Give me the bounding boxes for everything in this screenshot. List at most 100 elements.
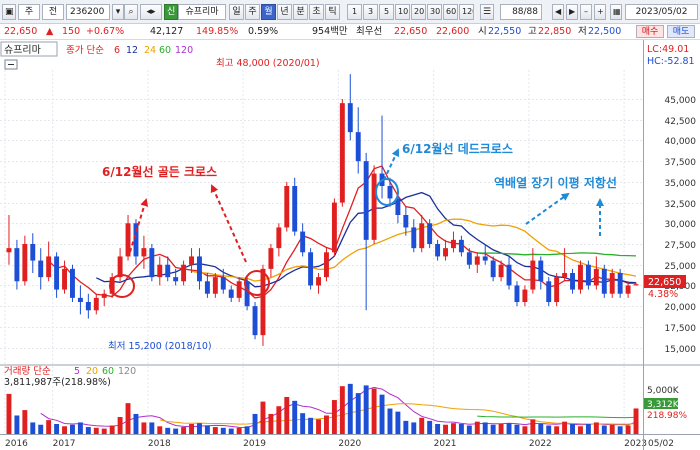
interval-button-60[interactable]: 60 — [443, 4, 458, 20]
interval-button-10[interactable]: 10 — [395, 4, 410, 20]
volume-bar — [435, 423, 441, 434]
candle-body — [228, 289, 234, 298]
price-tick-label: 15,000 — [665, 345, 697, 355]
interval-button-20[interactable]: 20 — [411, 4, 426, 20]
date-tick-label: 2020 — [338, 439, 361, 449]
volume-bar — [244, 426, 250, 434]
candle-body — [62, 268, 67, 290]
candle-body — [403, 215, 409, 228]
volume-bar — [292, 400, 298, 434]
zoom-in-icon[interactable]: + — [594, 4, 606, 20]
sell-button[interactable]: 매도 — [667, 25, 695, 38]
low-annotation: 최저 15,200 (2018/10) — [108, 341, 212, 352]
volume-bar — [101, 428, 107, 434]
volume-bar — [117, 417, 123, 434]
period-button-1[interactable]: 주 — [245, 4, 260, 20]
date-tick-label: 2022 — [529, 439, 552, 449]
candle-body — [157, 264, 163, 278]
volume-bar — [93, 427, 99, 434]
price-tick-label: 42,500 — [665, 117, 697, 127]
price-tick-label: 25,000 — [665, 262, 697, 272]
interval-button-120[interactable]: 120 — [459, 4, 474, 20]
volume-bar — [570, 423, 575, 434]
market-select[interactable]: 주 — [18, 4, 40, 20]
ma-legend-12: 12 — [126, 45, 138, 56]
current-price-tag — [644, 275, 686, 288]
volume-bar — [403, 420, 409, 434]
period-button-5[interactable]: 초 — [309, 4, 324, 20]
vol-legend-5: 5 — [74, 366, 80, 377]
resistance-annotation: 역배열 장기 이평 저항선 — [494, 175, 617, 190]
search-icon[interactable]: ⌕ — [124, 4, 138, 20]
mode-select[interactable]: 전 — [42, 4, 64, 20]
period-button-2[interactable]: 월 — [261, 4, 276, 20]
code-dropdown-icon[interactable]: ▾ — [112, 4, 124, 20]
volume-bar — [85, 427, 91, 434]
chart-tool-icon[interactable]: ▦ — [610, 4, 622, 20]
volume-bar — [181, 427, 187, 434]
hc-label: HC:-52.81 — [647, 56, 695, 67]
volume-bar — [363, 385, 369, 434]
volume-bar — [554, 426, 560, 434]
next-icon[interactable]: ▶ — [566, 4, 578, 20]
candle-body — [395, 198, 401, 215]
interval-button-5[interactable]: 5 — [379, 4, 394, 20]
volume-bar — [562, 421, 568, 434]
period-button-4[interactable]: 분 — [293, 4, 308, 20]
candle-body — [77, 297, 83, 302]
interval-button-30[interactable]: 30 — [427, 4, 442, 20]
candle-body — [308, 252, 314, 286]
candle-body — [300, 231, 306, 253]
volume-bar — [308, 417, 314, 434]
period-button-3[interactable]: 년 — [277, 4, 292, 20]
price-change: 150 — [62, 26, 81, 37]
prev-icon[interactable]: ◀ — [552, 4, 564, 20]
candle-body — [347, 103, 353, 133]
candle-body — [324, 252, 329, 278]
high-label: 고 — [528, 26, 537, 37]
volume-bars — [6, 383, 639, 434]
period-button-0[interactable]: 일 — [229, 4, 244, 20]
volume-bar — [490, 424, 496, 434]
volume-bar — [62, 426, 67, 434]
volume-bar — [387, 408, 393, 434]
volume-bar — [252, 413, 258, 434]
settings-icon[interactable]: ☰ — [480, 4, 494, 20]
menu-icon[interactable]: ▣ — [2, 4, 16, 20]
vol-legend-60: 60 — [102, 366, 114, 377]
candle-body — [181, 264, 187, 282]
volume-bar — [585, 423, 591, 434]
volume-bar — [228, 428, 234, 434]
quote-bar: 22,650 ▲ 150 +0.67% 42,127 149.85% 0.59%… — [0, 24, 700, 40]
date-input[interactable]: 2023/05/02 — [625, 4, 698, 20]
candlestick-series — [6, 74, 639, 346]
interval-button-3[interactable]: 3 — [363, 4, 378, 20]
candle-body — [435, 244, 441, 257]
chart-grid — [0, 70, 643, 434]
candle-body — [133, 223, 139, 257]
candle-body — [451, 239, 456, 249]
stock-code-input[interactable]: 236200 — [66, 4, 110, 20]
period-button-6[interactable]: 틱 — [325, 4, 340, 20]
ma-legend-label: 종가 단순 — [66, 45, 104, 56]
candle-body — [236, 281, 242, 298]
current-pct-label: 4.38% — [648, 289, 678, 300]
panel-title-box[interactable] — [0, 41, 58, 57]
price-tick-label: 20,000 — [665, 303, 697, 313]
buy-button[interactable]: 매수 — [636, 25, 664, 38]
page-count-input[interactable]: 88/88 — [500, 4, 542, 20]
price-tick-label: 40,000 — [665, 137, 697, 147]
interval-button-1[interactable]: 1 — [347, 4, 362, 20]
ma-legend-120: 120 — [175, 45, 193, 56]
dead-cross-arrow — [383, 148, 400, 181]
stock-chart[interactable]: 15,00017,50020,00022,50025,00027,50030,0… — [0, 40, 700, 450]
zoom-out-icon[interactable]: – — [580, 4, 592, 20]
candle-body — [570, 273, 575, 290]
volume-bar — [276, 406, 282, 434]
candle-body — [46, 256, 52, 278]
date-tick-label: 05/02 — [648, 439, 674, 449]
turnover-rate: 0.59% — [248, 26, 279, 37]
sound-icon[interactable]: ◂▸ — [140, 4, 162, 20]
volume-bar — [70, 424, 75, 434]
candle-body — [212, 277, 218, 294]
